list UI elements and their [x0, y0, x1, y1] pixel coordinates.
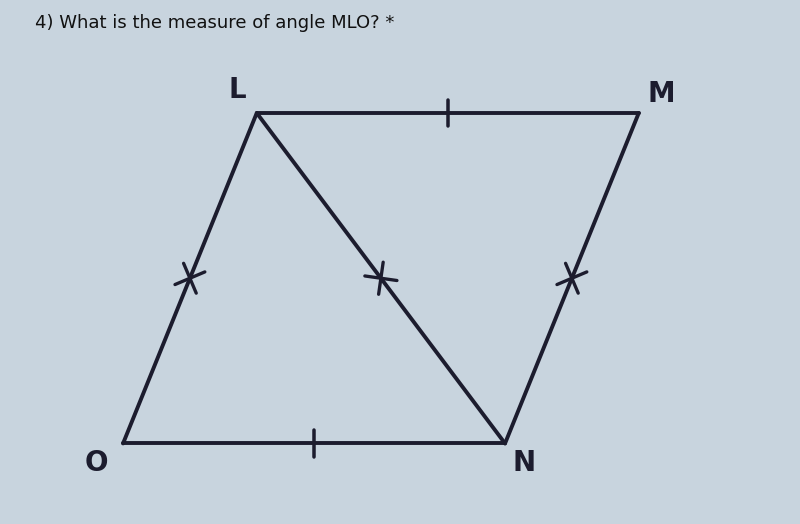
Text: N: N [513, 449, 536, 476]
Text: L: L [229, 76, 246, 104]
Text: O: O [85, 449, 108, 476]
Text: 4) What is the measure of angle MLO? *: 4) What is the measure of angle MLO? * [35, 15, 394, 32]
Text: M: M [648, 80, 675, 108]
